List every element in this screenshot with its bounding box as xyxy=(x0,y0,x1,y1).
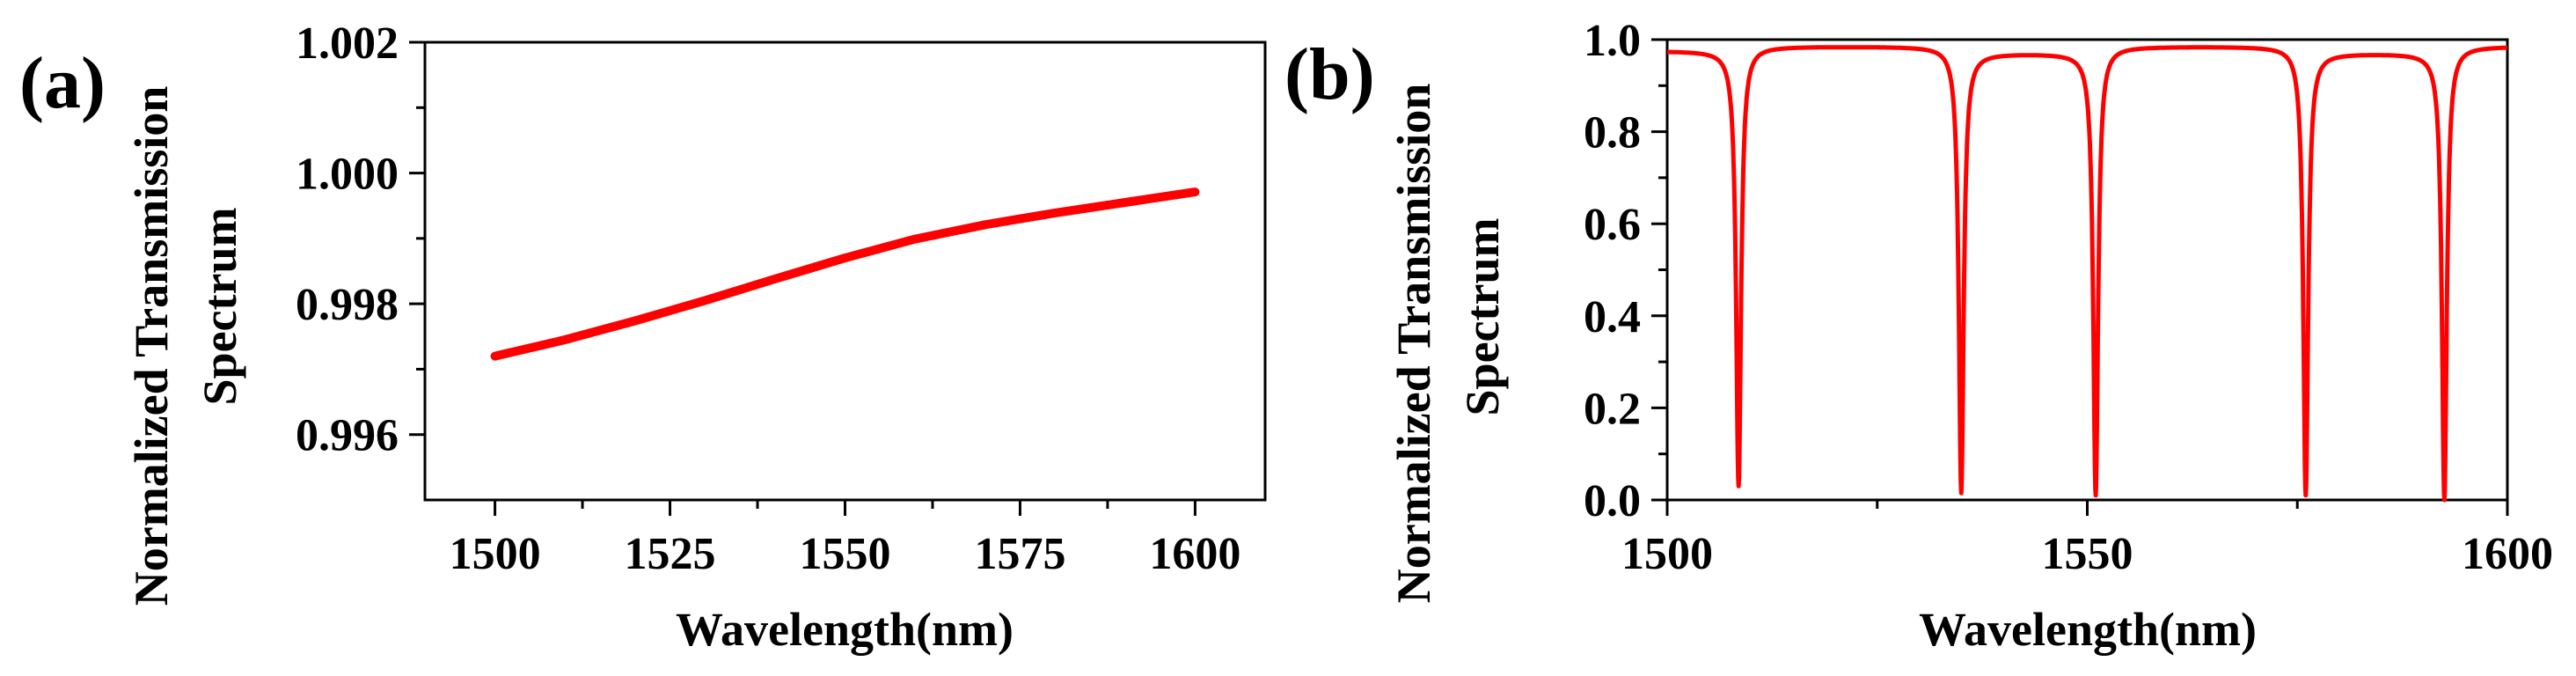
panel-a-x-tick-label: 1500 xyxy=(450,529,541,579)
panel-b-plot-area: 1500 1550 1600 0.0 0.2 0.4 0.6 0.8 1.0 xyxy=(1584,16,2553,579)
panel-a-y-axis-title-line2: Spectrum xyxy=(194,208,246,406)
panel-a-x-tick-label: 1600 xyxy=(1149,529,1240,579)
panel-a-y-tick-label: 0.998 xyxy=(296,280,399,330)
panel-a-y-axis-title-line1: Normalized Transmission xyxy=(125,86,178,606)
panel-b-x-tick-label: 1600 xyxy=(2462,529,2553,579)
panel-a-x-tick-label: 1550 xyxy=(800,529,891,579)
panel-b-y-tick-label: 0.8 xyxy=(1584,108,1641,158)
panel-a-x-axis-title: Wavelength(nm) xyxy=(676,603,1014,656)
panel-b-y-tick-label: 1.0 xyxy=(1584,16,1641,66)
panel-b-y-axis-title-line2: Spectrum xyxy=(1456,218,1509,416)
panel-a-y-tick-label: 1.000 xyxy=(296,150,399,200)
panel-b-x-tick-label: 1500 xyxy=(1621,529,1713,579)
panel-b-x-tick-label: 1550 xyxy=(2042,529,2133,579)
panel-b-y-tick-label: 0.0 xyxy=(1584,476,1641,526)
panel-a-y-tick-label: 0.996 xyxy=(296,411,399,461)
panel-a: (a) 1500 1525 1550 1575 16000.9960.9981.0001… xyxy=(19,18,1267,656)
panel-a-plot-area: 1500 1525 1550 1575 1600 0.996 0.998 1.000 1.002 xyxy=(296,18,1267,579)
panel-b-y-tick-label: 0.2 xyxy=(1584,384,1641,434)
panel-b-series-line xyxy=(1665,45,2509,503)
panel-a-frame xyxy=(423,40,1267,502)
panel-a-label: (a) xyxy=(19,42,106,124)
panel-a-x-tick-label: 1575 xyxy=(974,529,1065,579)
panel-b-ticks: 1500 1550 1600 0.0 0.2 0.4 0.6 0.8 1.0 xyxy=(1584,16,2553,579)
panel-a-y-tick-label: 1.002 xyxy=(296,18,399,69)
panel-a-x-tick-label: 1525 xyxy=(625,529,716,579)
panel-b-y-tick-label: 0.4 xyxy=(1584,292,1641,342)
panel-b-label: (b) xyxy=(1284,33,1375,115)
panel-b: (b) 1500 1550 1600 0.0 0.2 0.4 0.6 0.8 1.0 Wavel… xyxy=(1284,16,2553,656)
panel-a-ticks: 1500 1525 1550 1575 1600 0.996 0.998 1.000 1.002 xyxy=(296,18,1240,579)
panel-b-y-tick-label: 0.6 xyxy=(1584,200,1641,250)
panel-a-series-line xyxy=(490,187,1200,361)
panel-b-y-axis-title-line1: Normalized Transmission xyxy=(1387,84,1440,604)
panel-b-x-axis-title: Wavelength(nm) xyxy=(1919,603,2257,656)
